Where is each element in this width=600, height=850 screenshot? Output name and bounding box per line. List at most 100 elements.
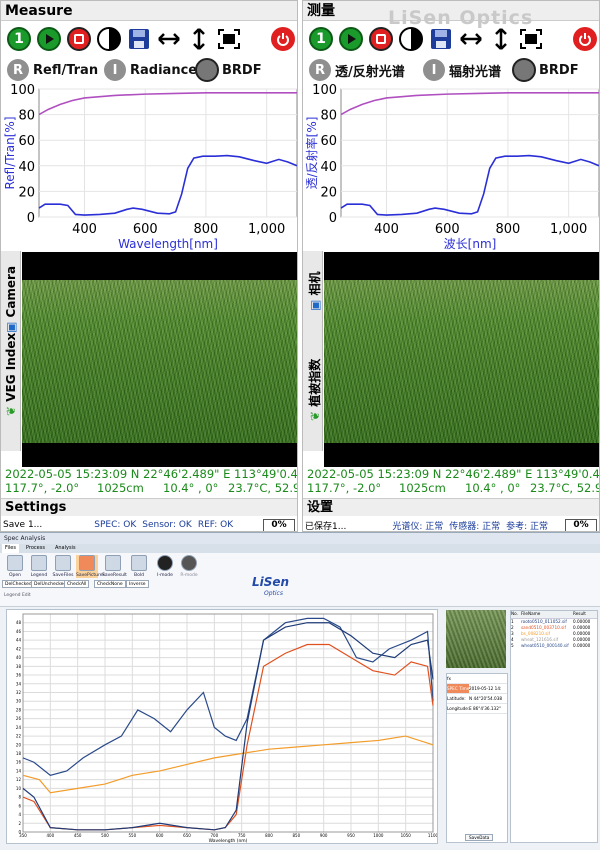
mode-reflectance[interactable]: R Refl/Tran <box>7 57 98 83</box>
y-tick-label: 4 <box>18 812 21 817</box>
file-row[interactable]: 3 bs_008210.sif 0.00000 <box>511 631 591 636</box>
reflectance-mode-icon: R <box>309 59 331 81</box>
file-row[interactable]: 4 wheat_121616.sif 0.00000 <box>511 637 591 642</box>
step-one-icon[interactable]: 1 <box>5 25 33 53</box>
camera-icon: ▣ <box>4 317 18 333</box>
bold-button[interactable]: Bold <box>128 555 150 578</box>
status-bar: Save 1... SPEC: OK Sensor: OK REF: OK 0% <box>1 517 297 531</box>
check-all-button[interactable]: CheckAll <box>64 580 90 588</box>
file-row[interactable]: 1 rooto0510_011052.sif 0.00000 <box>511 619 591 624</box>
y-tick-label: 20 <box>18 185 35 200</box>
mode-brdf[interactable]: BRDF <box>512 57 579 83</box>
x-tick-label: 750 <box>238 833 246 838</box>
spec-status: SPEC: OK <box>94 520 137 530</box>
save-icon[interactable] <box>427 25 455 53</box>
i-mode-button[interactable]: I-mode <box>154 555 176 578</box>
settings-bar[interactable]: 设置 <box>303 498 599 516</box>
y-tick-label: 2 <box>18 821 21 826</box>
r-mode-button[interactable]: R-mode <box>178 555 200 578</box>
x-tick-label: 400 <box>47 833 55 838</box>
y-tick-label: 42 <box>16 646 22 651</box>
info-row: fx <box>447 674 507 684</box>
analysis-plot[interactable]: 0 2 4 6 8 10 12 14 16 18 20 22 24 26 28 30 32 34 36 38 40 42 4… <box>6 609 439 844</box>
spec-analysis-window: Spec Analysis Files Process Analysis Ope… <box>0 532 600 850</box>
lisen-logo: LiSen <box>252 575 290 589</box>
x-tick-label: 350 <box>19 833 27 838</box>
y-tick-label: 20 <box>16 742 22 747</box>
mode-radiance[interactable]: I Radiance <box>104 57 197 83</box>
save-data-button[interactable]: SaveData <box>465 834 494 841</box>
x-tick-label: 600 <box>156 833 164 838</box>
y-tick-label: 60 <box>18 134 35 149</box>
spectrum-chart[interactable]: 0 20 40 60 80 100 400 600 800 1,000 Refl/Tran[%] Wa… <box>1 83 297 251</box>
play-icon[interactable] <box>35 25 63 53</box>
tab-camera[interactable]: ▣ Camera <box>4 265 18 333</box>
sample-thumbnail <box>446 610 506 668</box>
vertical-arrows-icon[interactable] <box>487 25 515 53</box>
save-result-button[interactable]: SaveResult <box>102 555 127 578</box>
inverse-button[interactable]: Inverse <box>126 580 149 588</box>
stop-icon[interactable] <box>65 25 93 53</box>
sensor-status: 传感器: 正常 <box>449 521 501 532</box>
horizontal-arrows-icon[interactable] <box>457 25 485 53</box>
vertical-arrows-icon[interactable] <box>185 25 213 53</box>
brdf-mode-icon <box>195 58 219 82</box>
contrast-icon[interactable] <box>397 25 425 53</box>
tab-veg-index[interactable]: ❦ VEG Index <box>4 332 18 416</box>
camera-photo <box>324 252 599 467</box>
settings-bar[interactable]: Settings <box>1 498 297 516</box>
mode-brdf[interactable]: BRDF <box>195 57 262 83</box>
ref-status: 参考: 正常 <box>506 521 549 532</box>
y-tick-label: 40 <box>18 160 35 175</box>
y-tick-label: 30 <box>16 699 22 704</box>
y-tick-label: 22 <box>16 734 22 739</box>
series-line <box>340 154 599 216</box>
del-checked-button[interactable]: DelChecked <box>2 580 35 588</box>
gps-timestamp: 2022-05-05 15:23:09 N 22°46'2.489" E 113… <box>5 467 298 481</box>
spec-status: 光谱仪: 正常 <box>392 521 444 532</box>
y-tick-label: 6 <box>18 803 21 808</box>
spectrum-chart[interactable]: 0 20 40 60 80 100 400 600 800 1,000 透/反射率[%] 波长[nm] <box>303 83 599 251</box>
open-button[interactable]: Open <box>4 555 26 578</box>
y-tick-label: 18 <box>16 751 22 756</box>
tab-camera[interactable]: ▣ 相机 <box>308 271 322 311</box>
tilt-readout: 10.4° , 0° <box>465 481 521 495</box>
fit-screen-icon[interactable] <box>215 25 243 53</box>
y-tick-label: 0 <box>18 830 21 835</box>
file-row[interactable]: 2 sand0510_003710.sif 0.00000 <box>511 625 591 630</box>
radiance-mode-icon: I <box>104 59 126 81</box>
watermark-logo: LiSen Optics <box>388 7 534 29</box>
save-pictures-button[interactable]: SavePictures <box>76 555 105 578</box>
tab-veg-index[interactable]: ❦ 植被指数 <box>308 358 322 421</box>
mode-reflectance[interactable]: R 透/反射光谱 <box>309 57 405 83</box>
mode-radiance[interactable]: I 辐射光谱 <box>423 57 501 83</box>
step-one-icon[interactable]: 1 <box>307 25 335 53</box>
tab-files[interactable]: Files <box>2 544 19 553</box>
check-none-button[interactable]: CheckNone <box>94 580 126 588</box>
x-tick-label: 700 <box>211 833 219 838</box>
x-tick-label: 600 <box>133 222 158 237</box>
x-axis-label: Wavelength[nm] <box>118 237 218 251</box>
save-icon[interactable] <box>125 25 153 53</box>
side-tabs: ❦ 植被指数 ▣ 相机 <box>303 251 323 451</box>
tab-process[interactable]: Process <box>25 545 45 551</box>
legend-button[interactable]: Legend <box>28 555 50 578</box>
save-files-button[interactable]: SaveFiles <box>52 555 74 578</box>
tab-analysis[interactable]: Analysis <box>54 545 76 551</box>
y-tick-label: 48 <box>16 620 22 625</box>
power-icon[interactable] <box>269 25 297 53</box>
save-pictures-icon <box>79 555 95 571</box>
series-line <box>22 622 434 831</box>
stop-icon[interactable] <box>367 25 395 53</box>
file-row[interactable]: 5 wheat0510_000140.sif 0.00000 <box>511 643 591 648</box>
power-icon[interactable] <box>571 25 599 53</box>
contrast-icon[interactable] <box>95 25 123 53</box>
y-tick-label: 20 <box>320 185 337 200</box>
mode-bar: R Refl/Tran I Radiance BRDF <box>1 57 297 83</box>
fit-screen-icon[interactable] <box>517 25 545 53</box>
play-icon[interactable] <box>337 25 365 53</box>
x-tick-label: 1,000 <box>550 222 587 237</box>
measure-panel-cn: 测量 LiSen Optics 1 R 透/反射光谱 I 辐射光谱 BRDF 0 20… <box>302 0 600 532</box>
side-tabs: ❦ VEG Index ▣ Camera <box>1 251 21 451</box>
horizontal-arrows-icon[interactable] <box>155 25 183 53</box>
